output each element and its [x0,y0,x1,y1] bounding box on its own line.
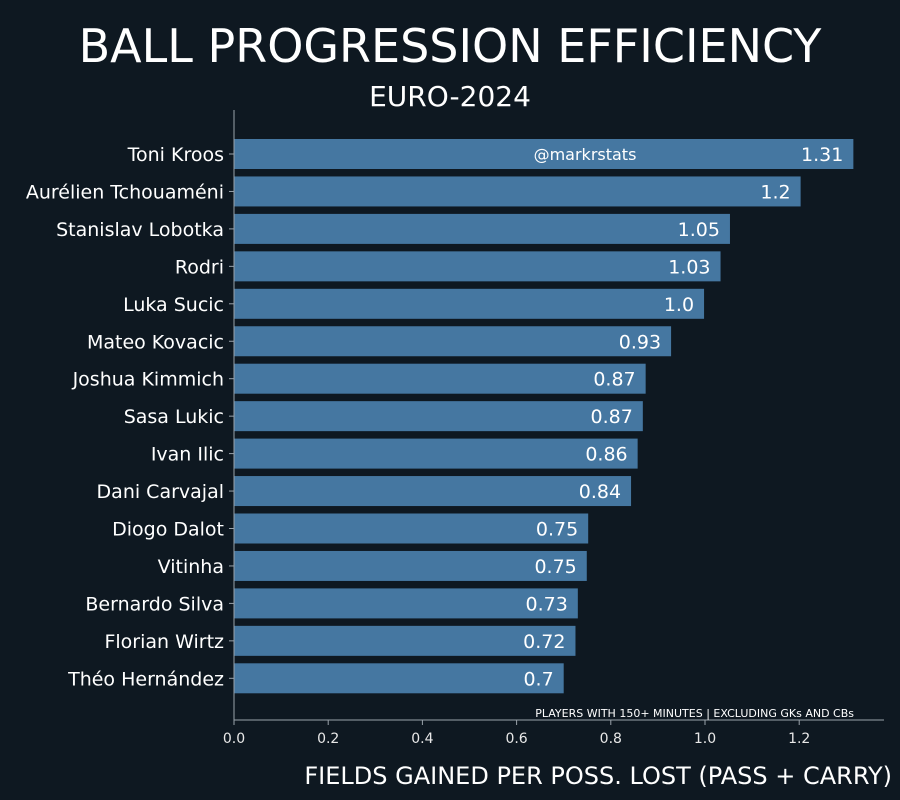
x-tick-label: 1.2 [788,731,810,747]
value-labels-group: 1.311.21.051.031.00.930.870.870.860.840.… [523,144,843,690]
value-label: 1.31 [801,144,843,166]
chart-title: BALL PROGRESSION EFFICIENCY [79,19,823,73]
value-label: 0.84 [579,481,621,503]
value-label: 1.03 [668,256,710,278]
watermark: @markrstats [534,145,637,164]
category-label: Ivan Ilic [151,444,224,466]
category-labels-group: Toni Kroos Aurélien Tchouaméni Stanislav L… [26,144,234,690]
category-label: Vitinha [158,556,224,578]
value-label: 0.75 [534,556,576,578]
bar [234,176,801,207]
bar [234,513,589,544]
category-label: Bernardo Silva [85,593,224,615]
bar [234,326,672,357]
x-tick-label: 0.2 [317,731,339,747]
category-label: Aurélien Tchouaméni [26,181,224,203]
category-label: Joshua Kimmich [72,369,224,391]
chart-subtitle: EURO-2024 [369,80,531,113]
value-label: 0.72 [523,631,565,653]
value-label: 0.7 [523,668,553,690]
category-label: Rodri [175,256,224,278]
value-label: 0.87 [593,369,635,391]
category-label: Dani Carvajal [97,481,224,503]
bars-group [234,139,854,694]
x-tick-label: 0.4 [411,731,433,747]
bar [234,251,721,282]
bar [234,401,643,432]
bar [234,588,578,619]
footnote: PLAYERS WITH 150+ MINUTES | EXCLUDING GK… [535,707,854,720]
category-label: Diogo Dalot [112,519,224,541]
category-label: Théo Hernández [67,668,224,690]
x-tick-label: 0.0 [223,731,245,747]
bar [234,139,854,169]
value-label: 1.2 [760,181,790,203]
bar [234,213,730,244]
bar [234,663,564,694]
category-label: Florian Wirtz [104,631,224,653]
bar [234,363,646,394]
bar [234,438,638,469]
bar [234,550,587,581]
x-ticks-group: 0.0 0.2 0.4 0.6 0.8 1.0 1.2 [223,720,810,747]
bar [234,476,632,507]
category-label: Toni Kroos [127,144,224,166]
category-label: Stanislav Lobotka [56,219,224,241]
value-label: 1.0 [664,294,694,316]
value-label: 0.86 [585,444,627,466]
bar [234,288,705,319]
x-tick-label: 0.8 [600,731,622,747]
bar [234,625,576,656]
x-tick-label: 1.0 [694,731,716,747]
category-label: Sasa Lukic [124,406,224,428]
category-label: Mateo Kovacic [87,331,224,353]
value-label: 0.75 [536,519,578,541]
x-tick-label: 0.6 [505,731,527,747]
value-label: 0.73 [526,593,568,615]
value-label: 0.87 [591,406,633,428]
value-label: 0.93 [619,331,661,353]
x-axis-label: FIELDS GAINED PER POSS. LOST (PASS + CAR… [304,762,892,790]
category-label: Luka Sucic [123,294,224,316]
value-label: 1.05 [678,219,720,241]
